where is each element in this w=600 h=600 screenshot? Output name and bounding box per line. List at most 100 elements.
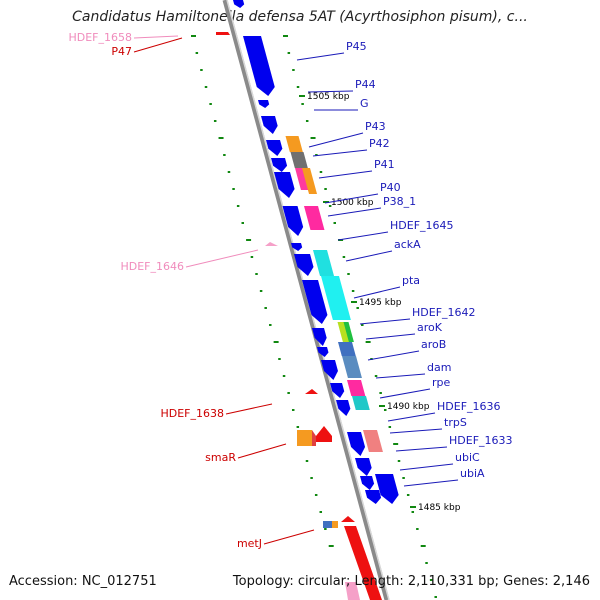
gene-label: P42 [369,137,390,150]
leader-line [395,446,448,452]
gene-arrow [282,206,304,236]
gene-label: P40 [380,181,401,194]
leader-line [133,35,179,39]
scale-label: 1500 kbp [331,198,374,208]
gene-label: ubiC [455,451,480,464]
leader-line [403,479,459,487]
gene-arrow [271,158,288,172]
leader-line [133,37,183,53]
gene-arrow [274,172,295,198]
gene-label: HDEF_1645 [390,219,454,232]
leader-line [185,249,259,268]
leader-line [296,52,345,61]
gene-label: P44 [355,78,376,91]
gene-arrow [317,347,329,357]
leader-line [389,428,443,434]
gene-label: P47 [111,45,132,58]
gene-label: P41 [374,158,395,171]
gene-arrow [294,254,314,276]
leader-line [375,373,426,379]
gene-arrow [336,400,351,416]
reverse-gene [345,582,360,600]
gene-label: HDEF_1633 [449,434,513,447]
scale-label: 1485 kbp [418,503,461,513]
tick-marks: 1505 kbp 1500 kbp 1495 kbp 1490 kbp 1485 kbp [191,35,461,598]
gene-label: aroB [421,338,446,351]
leader-line [307,90,354,93]
gene-arrow [312,328,327,346]
gene-label: smaR [205,451,236,464]
reverse-gene [216,32,230,35]
gene-arrow [347,432,366,456]
gene-label: HDEF_1646 [120,260,184,273]
gene-label: pta [402,274,420,287]
reverse-gene [332,521,338,528]
feature-box [363,430,383,452]
leader-line [359,318,411,325]
feature-box [343,322,354,342]
gene-arrow [355,458,372,476]
gene-arrow [302,280,328,324]
leader-line [327,207,382,217]
gene-arrow [365,490,382,504]
gene-features [216,0,399,600]
leader-line [337,231,389,241]
leader-line [399,463,454,471]
gene-arrow [291,243,303,251]
feature-box [290,152,308,168]
backbone-line [222,0,390,600]
gene-label: metJ [237,537,262,550]
gene-label: HDEF_1642 [412,306,476,319]
feature-box [321,276,351,320]
feature-box [342,356,362,378]
reverse-gene [265,242,278,246]
leader-line [387,412,436,422]
map-title: Candidatus Hamiltonella defensa 5AT (Acy… [72,9,528,25]
genome-summary-text: Topology: circular; Length: 2,110,331 bp… [232,574,590,589]
gene-arrow [375,474,399,504]
leader-line [324,193,379,204]
gene-label: ackA [394,238,421,251]
feature-box [302,168,318,194]
gene-label: P45 [346,40,367,53]
reverse-gene [323,521,332,528]
gene-arrow [233,0,245,8]
gene-arrow [261,116,278,134]
gene-arrow [321,360,338,380]
gene-arrow [330,383,345,398]
reverse-gene [316,426,332,442]
feature-box [313,250,335,276]
gene-label: P43 [365,120,386,133]
feature-box [285,136,303,152]
feature-box [304,206,325,230]
gene-label: rpe [432,376,451,389]
leader-line [367,350,420,361]
reverse-gene [305,389,318,394]
gene-label: HDEF_1658 [68,31,132,44]
gene-label: G [360,97,369,110]
scale-label: 1495 kbp [359,298,402,308]
gene-label: dam [427,361,451,374]
feature-box [295,168,309,190]
leader-line [345,250,393,262]
leader-line [237,443,287,459]
leader-line [312,149,368,157]
scale-label: 1505 kbp [307,92,350,102]
reverse-gene [344,526,382,600]
gene-label: P38_1 [383,195,416,208]
leader-line [308,132,364,148]
gene-label: HDEF_1636 [437,400,501,413]
leader-line [225,403,273,415]
leader-line [263,529,315,545]
scale-label: 1490 kbp [387,402,430,412]
gene-arrow [360,476,375,490]
leader-line [379,388,431,399]
gene-label: HDEF_1638 [160,407,224,420]
label-leader-lines [133,35,459,545]
leader-line [365,333,416,340]
leader-line [318,170,373,179]
reverse-gene [312,430,316,446]
leader-line [353,286,401,299]
